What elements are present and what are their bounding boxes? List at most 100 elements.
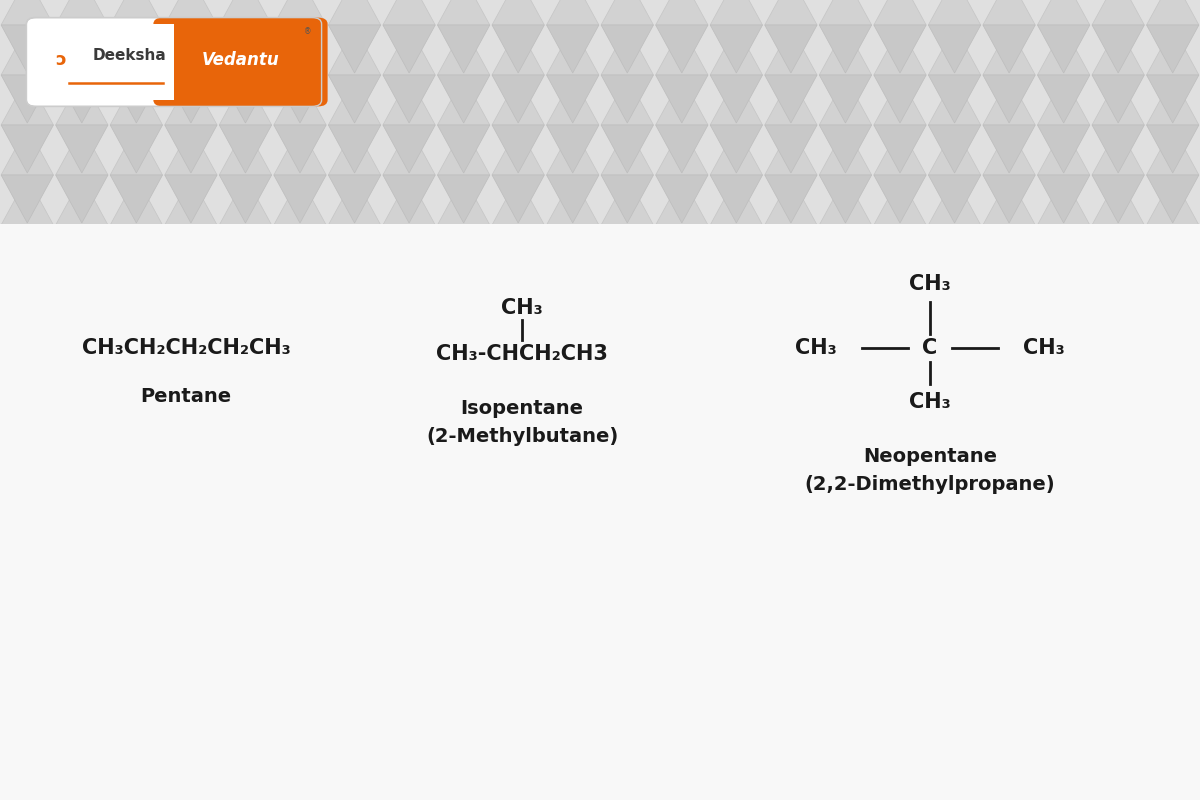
Polygon shape: [1146, 127, 1199, 175]
Polygon shape: [274, 77, 326, 125]
Polygon shape: [1038, 127, 1090, 175]
Polygon shape: [1146, 25, 1199, 73]
Polygon shape: [710, 227, 762, 275]
Polygon shape: [164, 427, 217, 475]
Polygon shape: [164, 325, 217, 373]
Polygon shape: [164, 725, 217, 773]
Polygon shape: [546, 125, 599, 173]
Polygon shape: [601, 427, 654, 475]
Polygon shape: [492, 25, 545, 73]
Polygon shape: [329, 425, 380, 473]
Polygon shape: [438, 75, 490, 123]
Polygon shape: [1146, 475, 1199, 523]
Text: CH₃CH₂CH₂CH₂CH₃: CH₃CH₂CH₂CH₂CH₃: [82, 338, 290, 358]
Polygon shape: [929, 175, 980, 223]
Polygon shape: [655, 525, 708, 573]
Polygon shape: [874, 725, 926, 773]
Polygon shape: [110, 227, 162, 275]
Polygon shape: [492, 725, 545, 773]
Polygon shape: [820, 327, 871, 375]
Polygon shape: [329, 325, 380, 373]
Text: CH₃: CH₃: [502, 298, 542, 318]
Polygon shape: [601, 127, 654, 175]
Polygon shape: [1038, 675, 1090, 723]
Polygon shape: [929, 127, 980, 175]
Polygon shape: [710, 277, 762, 325]
Text: (2-Methylbutane): (2-Methylbutane): [426, 426, 618, 446]
Polygon shape: [1038, 427, 1090, 475]
Polygon shape: [655, 175, 708, 223]
Polygon shape: [546, 775, 599, 800]
Polygon shape: [546, 77, 599, 125]
Polygon shape: [983, 625, 1036, 673]
Polygon shape: [874, 477, 926, 525]
Polygon shape: [110, 525, 162, 573]
Polygon shape: [710, 427, 762, 475]
Polygon shape: [655, 127, 708, 175]
Polygon shape: [274, 75, 326, 123]
Polygon shape: [274, 125, 326, 173]
Polygon shape: [874, 327, 926, 375]
Polygon shape: [929, 575, 980, 623]
Polygon shape: [655, 275, 708, 323]
Polygon shape: [492, 277, 545, 325]
Polygon shape: [438, 575, 490, 623]
Polygon shape: [383, 225, 436, 273]
Polygon shape: [55, 27, 108, 75]
Polygon shape: [329, 427, 380, 475]
Polygon shape: [274, 127, 326, 175]
Polygon shape: [1146, 225, 1199, 273]
Polygon shape: [820, 0, 871, 25]
Polygon shape: [1092, 427, 1145, 475]
Polygon shape: [820, 675, 871, 723]
Polygon shape: [764, 327, 817, 375]
Polygon shape: [383, 377, 436, 425]
Polygon shape: [1, 277, 54, 325]
Polygon shape: [1, 527, 54, 575]
Polygon shape: [274, 725, 326, 773]
Polygon shape: [546, 25, 599, 73]
Polygon shape: [929, 77, 980, 125]
Polygon shape: [329, 375, 380, 423]
Polygon shape: [1038, 277, 1090, 325]
Polygon shape: [1146, 477, 1199, 525]
Polygon shape: [110, 675, 162, 723]
Polygon shape: [110, 277, 162, 325]
Polygon shape: [274, 775, 326, 800]
Polygon shape: [110, 75, 162, 123]
Polygon shape: [820, 275, 871, 323]
Polygon shape: [492, 427, 545, 475]
Polygon shape: [55, 627, 108, 675]
Polygon shape: [1146, 75, 1199, 123]
Polygon shape: [55, 727, 108, 775]
Polygon shape: [983, 577, 1036, 625]
Polygon shape: [601, 27, 654, 75]
Polygon shape: [820, 427, 871, 475]
Polygon shape: [929, 377, 980, 425]
Polygon shape: [1092, 527, 1145, 575]
Polygon shape: [164, 525, 217, 573]
Polygon shape: [764, 227, 817, 275]
Polygon shape: [438, 77, 490, 125]
Polygon shape: [164, 577, 217, 625]
Polygon shape: [601, 527, 654, 575]
Polygon shape: [329, 225, 380, 273]
Polygon shape: [383, 25, 436, 73]
Polygon shape: [1146, 427, 1199, 475]
Text: CH₃: CH₃: [910, 274, 950, 294]
Polygon shape: [383, 577, 436, 625]
Polygon shape: [1146, 425, 1199, 473]
Polygon shape: [929, 275, 980, 323]
Polygon shape: [492, 127, 545, 175]
Polygon shape: [874, 27, 926, 75]
Polygon shape: [164, 575, 217, 623]
Polygon shape: [710, 577, 762, 625]
Polygon shape: [874, 375, 926, 423]
Polygon shape: [1092, 375, 1145, 423]
Polygon shape: [110, 625, 162, 673]
Polygon shape: [110, 325, 162, 373]
Polygon shape: [274, 677, 326, 725]
Polygon shape: [329, 525, 380, 573]
Polygon shape: [438, 427, 490, 475]
Polygon shape: [220, 425, 271, 473]
